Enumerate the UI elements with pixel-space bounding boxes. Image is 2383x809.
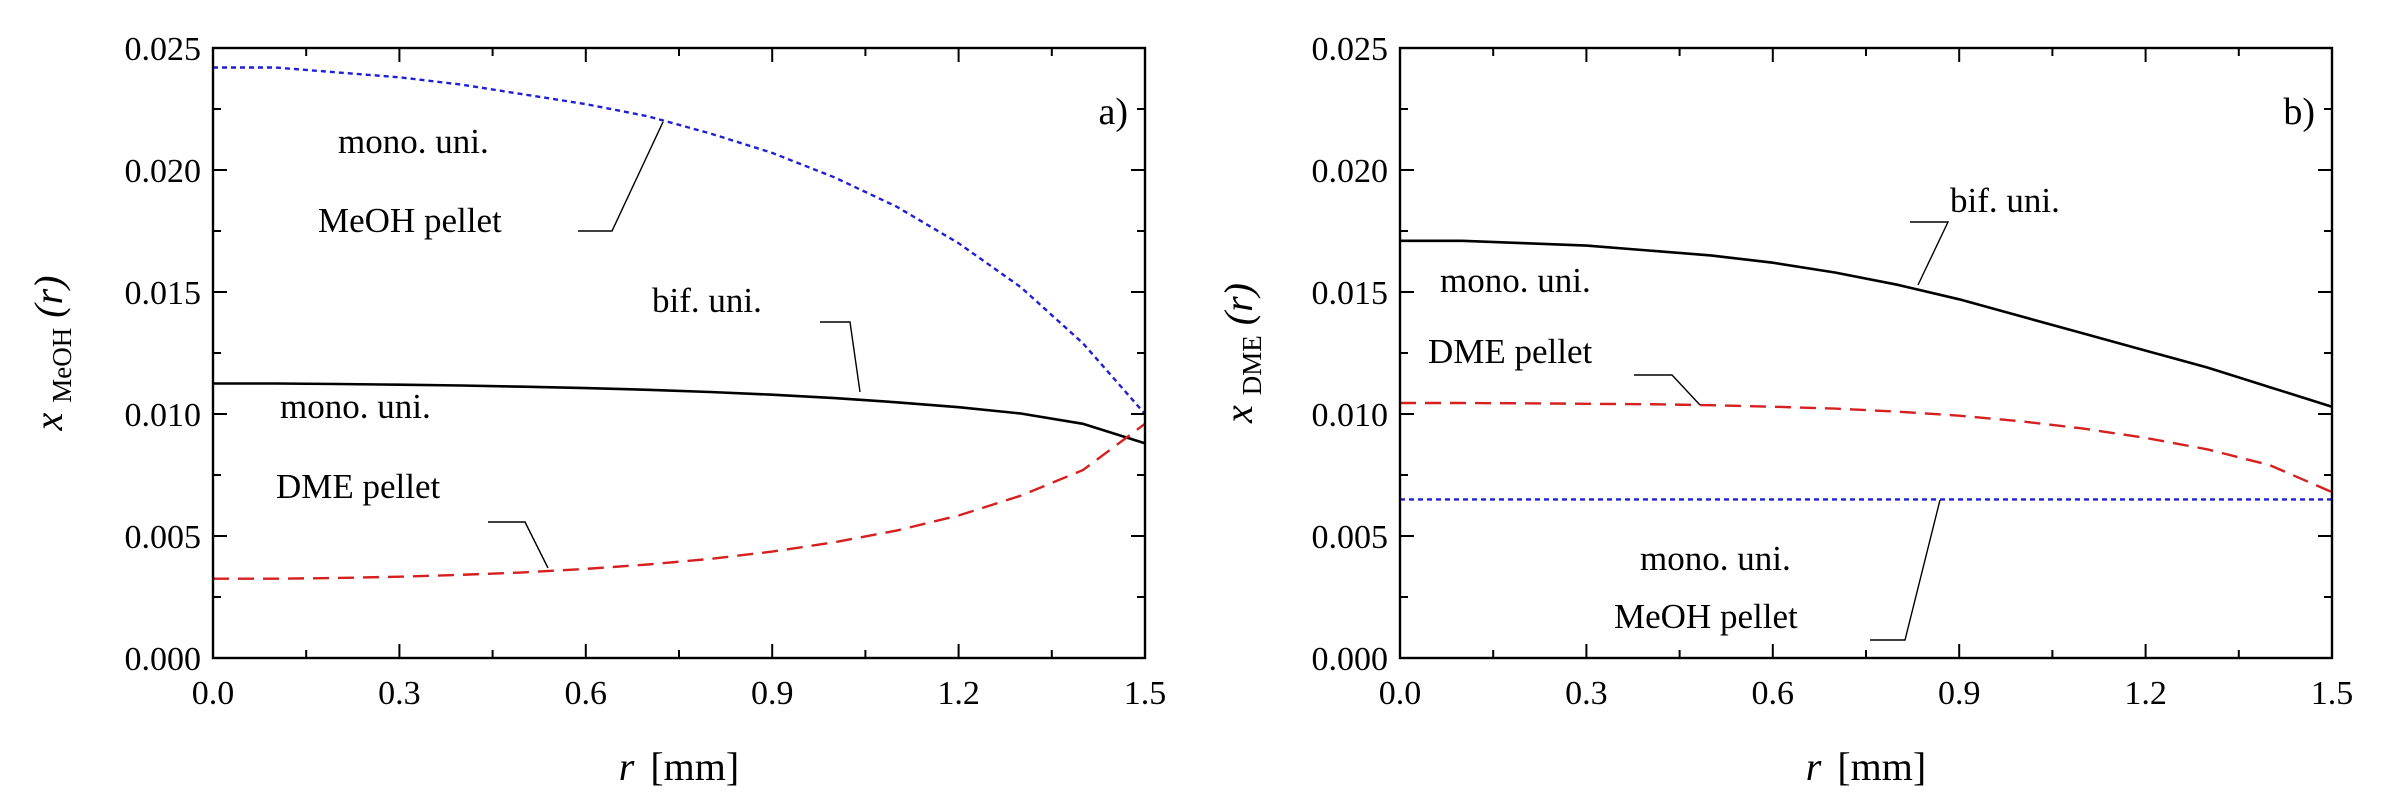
y-axis-arg: (r)	[26, 276, 71, 318]
leader-line	[1910, 221, 1950, 286]
annotation-line: MeOH pellet	[1614, 597, 1798, 636]
y-tick-label: 0.010	[1312, 397, 1389, 434]
x-axis-var: r	[1806, 744, 1822, 789]
annotation-bif-uni: bif. uni.	[1910, 181, 2060, 286]
series-layer	[1400, 239, 2333, 501]
annotation-mono-uni-meoh-pellet: mono. uni. MeOH pellet	[1614, 499, 1941, 641]
y-tick-label: 0.005	[1312, 519, 1389, 556]
y-tick-label: 0.000	[125, 641, 202, 678]
leader-line	[1634, 374, 1701, 406]
y-tick-label: 0.005	[125, 519, 202, 556]
series-line-mono-uni-meoh-pellet	[213, 66, 1146, 415]
annotation-mono-uni-dme-pellet: mono. uni. DME pellet	[1428, 261, 1701, 406]
annotation-mono-uni-meoh-pellet: mono. uni. MeOH pellet	[318, 121, 664, 240]
x-tick-label: 1.2	[937, 675, 980, 712]
y-tick-label: 0.020	[125, 153, 202, 190]
leader-line	[1870, 499, 1941, 641]
x-tick-label: 0.9	[751, 675, 794, 712]
ticks-layer: 0.0 0.3 0.6 0.9 1.2 1.5 0.000 0.005 0.010 0.015 0.…	[1312, 31, 2354, 712]
x-tick-label: 0.9	[1938, 675, 1981, 712]
leader-line	[578, 121, 664, 232]
panel-label: b)	[2283, 91, 2315, 133]
panel-a: 0.0 0.3 0.6 0.9 1.2 1.5 0.000 0.005 0.010 0.015 0.…	[26, 31, 1166, 789]
annotation-line: mono. uni.	[338, 122, 489, 161]
x-tick-label: 0.0	[192, 675, 235, 712]
panel-b: 0.0 0.3 0.6 0.9 1.2 1.5 0.000 0.005 0.010 0.015 0.…	[1216, 31, 2353, 789]
y-tick-label: 0.015	[125, 275, 202, 312]
y-axis-var: x	[1216, 405, 1261, 424]
annotation-bif-uni: bif. uni.	[652, 281, 861, 393]
x-tick-label: 0.0	[1379, 675, 1422, 712]
x-tick-label: 1.5	[2311, 675, 2354, 712]
annotation-line: DME pellet	[1428, 332, 1593, 371]
y-tick-label: 0.025	[125, 31, 202, 68]
x-tick-label: 0.3	[1565, 675, 1608, 712]
series-line-bif-uni	[1400, 239, 2333, 408]
series-line-bif-uni	[213, 382, 1146, 445]
y-tick-label: 0.010	[125, 397, 202, 434]
x-tick-label: 1.2	[2124, 675, 2167, 712]
y-axis-sub: MeOH	[47, 328, 77, 403]
annotation-line: mono. uni.	[280, 387, 431, 426]
annotation-line: mono. uni.	[1640, 539, 1791, 578]
y-axis-var: x	[26, 412, 71, 431]
x-axis-unit: [mm]	[650, 744, 739, 789]
x-axis-title: r [mm]	[619, 744, 739, 789]
panel-label: a)	[1098, 91, 1128, 133]
annotation-line: bif. uni.	[652, 281, 762, 320]
y-tick-label: 0.025	[1312, 31, 1389, 68]
y-tick-label: 0.000	[1312, 641, 1389, 678]
annotation-line: mono. uni.	[1440, 261, 1591, 300]
series-layer	[213, 66, 1146, 580]
annotation-line: bif. uni.	[1950, 181, 2060, 220]
y-tick-label: 0.015	[1312, 275, 1389, 312]
annotation-mono-uni-dme-pellet: mono. uni. DME pellet	[276, 387, 549, 569]
x-tick-label: 0.6	[1752, 675, 1795, 712]
series-line-mono-uni-dme-pellet	[1400, 401, 2333, 494]
leader-line	[488, 521, 549, 569]
x-axis-unit: [mm]	[1837, 744, 1926, 789]
annotation-line: MeOH pellet	[318, 201, 502, 240]
x-tick-label: 0.6	[565, 675, 608, 712]
x-tick-label: 1.5	[1124, 675, 1167, 712]
y-axis-arg: (r)	[1216, 283, 1261, 325]
y-axis-title: x MeOH (r)	[26, 276, 80, 432]
series-line-mono-uni-dme-pellet	[213, 422, 1146, 580]
x-tick-label: 0.3	[378, 675, 421, 712]
y-axis-sub: DME	[1237, 335, 1267, 395]
y-axis-title: x DME (r)	[1216, 283, 1270, 424]
ticks-layer: 0.0 0.3 0.6 0.9 1.2 1.5 0.000 0.005 0.010 0.015 0.…	[125, 31, 1167, 712]
x-axis-var: r	[619, 744, 635, 789]
y-tick-label: 0.020	[1312, 153, 1389, 190]
x-axis-title: r [mm]	[1806, 744, 1926, 789]
leader-line	[820, 321, 861, 393]
annotation-line: DME pellet	[276, 467, 441, 506]
